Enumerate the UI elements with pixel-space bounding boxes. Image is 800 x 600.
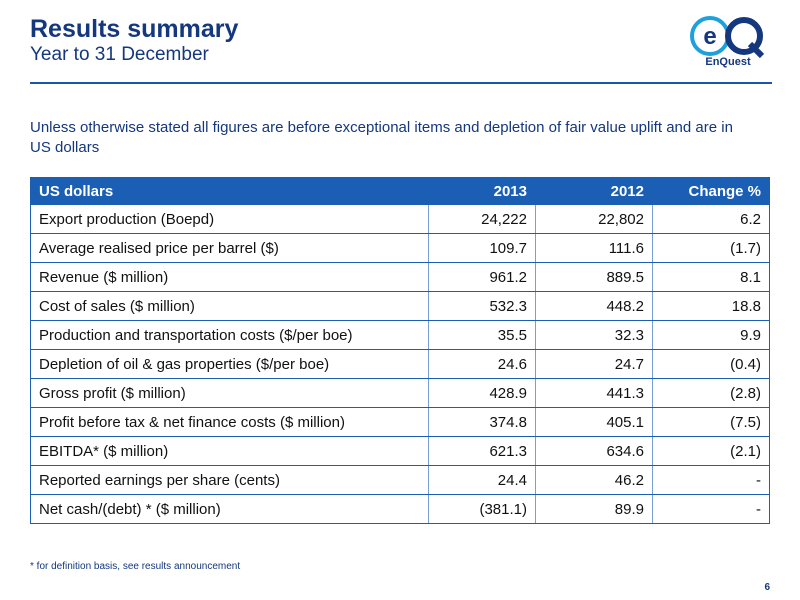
footnote: * for definition basis, see results anno… — [30, 561, 241, 572]
value-2013: 109.7 — [428, 233, 536, 263]
row-label: Average realised price per barrel ($) — [30, 233, 429, 263]
value-2012: 22,802 — [535, 204, 653, 234]
value-2013: 428.9 — [428, 378, 536, 408]
value-change: (7.5) — [652, 407, 770, 437]
value-2013: 24,222 — [428, 204, 536, 234]
value-2012: 441.3 — [535, 378, 653, 408]
row-label: Depletion of oil & gas properties ($/per… — [30, 349, 429, 379]
value-change: - — [652, 494, 770, 524]
value-2013: 24.6 — [428, 349, 536, 379]
value-change: (0.4) — [652, 349, 770, 379]
table-row: Depletion of oil & gas properties ($/per… — [30, 349, 770, 379]
value-change: - — [652, 465, 770, 495]
logo-text: EnQuest — [705, 56, 751, 68]
svg-text:e: e — [703, 23, 716, 50]
value-2013: 35.5 — [428, 320, 536, 350]
value-2013: 532.3 — [428, 291, 536, 321]
value-2012: 448.2 — [535, 291, 653, 321]
header-2012: 2012 — [535, 177, 653, 205]
row-label: Reported earnings per share (cents) — [30, 465, 429, 495]
table-row: Production and transportation costs ($/p… — [30, 320, 770, 350]
value-2012: 89.9 — [535, 494, 653, 524]
header-change: Change % — [652, 177, 770, 205]
row-label: Revenue ($ million) — [30, 262, 429, 292]
value-change: (2.8) — [652, 378, 770, 408]
header-rule — [30, 82, 772, 84]
page-subtitle: Year to 31 December — [30, 44, 209, 65]
intro-text: Unless otherwise stated all figures are … — [30, 119, 733, 156]
results-table: US dollars 2013 2012 Change % Export pro… — [30, 177, 770, 524]
value-change: 8.1 — [652, 262, 770, 292]
value-change: (2.1) — [652, 436, 770, 466]
value-2013: 24.4 — [428, 465, 536, 495]
header-label: US dollars — [30, 177, 429, 205]
table-row: Export production (Boepd) 24,222 22,802 … — [30, 204, 770, 234]
value-2012: 405.1 — [535, 407, 653, 437]
value-2013: (381.1) — [428, 494, 536, 524]
table-row: Cost of sales ($ million) 532.3 448.2 18… — [30, 291, 770, 321]
value-change: 18.8 — [652, 291, 770, 321]
row-label: Export production (Boepd) — [30, 204, 429, 234]
value-2012: 634.6 — [535, 436, 653, 466]
value-2013: 374.8 — [428, 407, 536, 437]
value-2012: 46.2 — [535, 465, 653, 495]
table-row: Gross profit ($ million) 428.9 441.3 (2.… — [30, 378, 770, 408]
value-2012: 111.6 — [535, 233, 653, 263]
value-2012: 889.5 — [535, 262, 653, 292]
table-row: Revenue ($ million) 961.2 889.5 8.1 — [30, 262, 770, 292]
table-row: Net cash/(debt) * ($ million) (381.1) 89… — [30, 494, 770, 524]
enquest-logo: e EnQuest — [686, 14, 770, 74]
page-title: Results summary — [30, 15, 239, 43]
value-2012: 24.7 — [535, 349, 653, 379]
row-label: Profit before tax & net finance costs ($… — [30, 407, 429, 437]
row-label: Gross profit ($ million) — [30, 378, 429, 408]
value-2013: 961.2 — [428, 262, 536, 292]
table-row: EBITDA* ($ million) 621.3 634.6 (2.1) — [30, 436, 770, 466]
value-change: 9.9 — [652, 320, 770, 350]
value-2012: 32.3 — [535, 320, 653, 350]
table-header-row: US dollars 2013 2012 Change % — [30, 177, 770, 205]
row-label: Net cash/(debt) * ($ million) — [30, 494, 429, 524]
page-number: 6 — [764, 582, 770, 593]
table-row: Profit before tax & net finance costs ($… — [30, 407, 770, 437]
value-change: 6.2 — [652, 204, 770, 234]
header-2013: 2013 — [428, 177, 536, 205]
value-change: (1.7) — [652, 233, 770, 263]
row-label: Cost of sales ($ million) — [30, 291, 429, 321]
value-2013: 621.3 — [428, 436, 536, 466]
table-row: Reported earnings per share (cents) 24.4… — [30, 465, 770, 495]
slide-header: Results summary Year to 31 December — [30, 14, 238, 66]
table-row: Average realised price per barrel ($) 10… — [30, 233, 770, 263]
eq-logo-icon: e — [690, 16, 765, 58]
row-label: EBITDA* ($ million) — [30, 436, 429, 466]
row-label: Production and transportation costs ($/p… — [30, 320, 429, 350]
